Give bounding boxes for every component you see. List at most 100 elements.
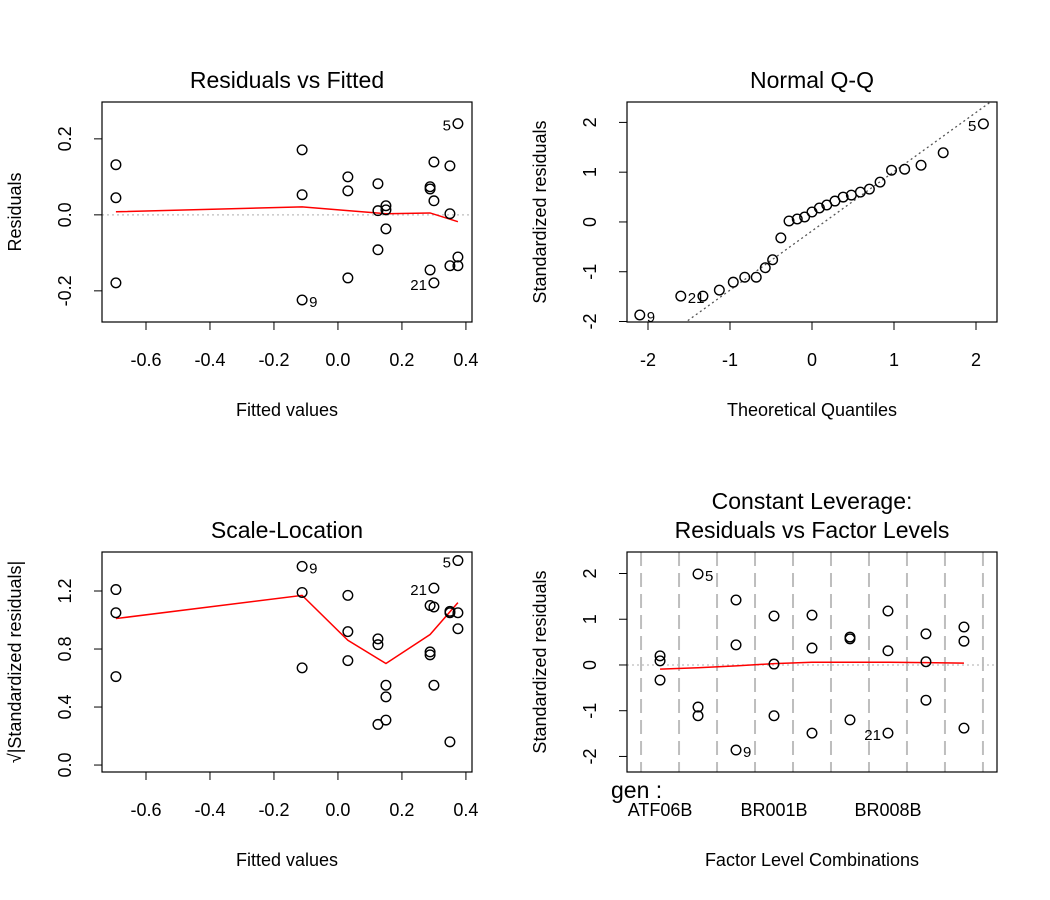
point — [768, 710, 780, 722]
point — [767, 254, 779, 266]
plot-box — [626, 551, 998, 773]
y-tick-label: 1 — [580, 614, 600, 624]
point — [444, 208, 456, 220]
point — [342, 185, 354, 197]
point — [799, 211, 811, 223]
point — [444, 260, 456, 272]
point — [372, 639, 384, 651]
point-label: 21 — [410, 582, 427, 599]
x-axis-label: Fitted values — [236, 850, 338, 870]
point — [937, 147, 949, 159]
y-tick-label: -2 — [580, 313, 600, 329]
point — [844, 633, 856, 645]
x-tick-label: 0.2 — [389, 350, 414, 370]
x-tick-label: 2 — [971, 350, 981, 370]
point — [342, 655, 354, 667]
y-axis-label: Standardized residuals — [530, 120, 550, 303]
point — [806, 642, 818, 654]
point-label: 5 — [705, 568, 713, 585]
point — [977, 118, 989, 130]
smooth-line — [660, 661, 964, 670]
point — [424, 264, 436, 276]
point-label: 9 — [743, 744, 751, 761]
point-label: 5 — [968, 118, 976, 135]
point — [775, 232, 787, 244]
x-tick-label: -0.2 — [258, 800, 289, 820]
y-tick-label: -1 — [580, 264, 600, 280]
point-label: 21 — [688, 290, 705, 307]
point — [424, 646, 436, 658]
point — [692, 568, 704, 580]
point — [296, 586, 308, 598]
panel-title: Scale-Location — [211, 517, 363, 543]
smooth-line — [115, 206, 459, 223]
panel-title: Constant Leverage: — [712, 488, 913, 514]
point — [697, 290, 709, 302]
x-tick-label: 0.0 — [325, 350, 350, 370]
point — [958, 635, 970, 647]
panel: Residuals vs Fitted Fitted values Residual… — [5, 67, 479, 420]
y-tick-label: 0.8 — [55, 637, 75, 662]
point — [882, 727, 894, 739]
point — [380, 714, 392, 726]
x-tick-label: 0 — [807, 350, 817, 370]
x-tick-label: ATF06B — [628, 800, 693, 820]
point — [428, 601, 440, 613]
point — [750, 271, 762, 283]
x-tick-label: 0.0 — [325, 800, 350, 820]
plot-area — [627, 552, 997, 772]
point — [380, 679, 392, 691]
point — [837, 191, 849, 203]
point — [372, 633, 384, 645]
point — [296, 662, 308, 674]
point — [428, 195, 440, 207]
smooth-line — [115, 594, 459, 665]
y-tick-label: 0.0 — [55, 753, 75, 778]
point — [342, 626, 354, 638]
point — [813, 202, 825, 214]
plot-box — [626, 101, 998, 323]
y-tick-label: 1.2 — [55, 578, 75, 603]
point — [372, 244, 384, 256]
point — [920, 628, 932, 640]
factor-name: gen : — [611, 777, 662, 803]
panel: Normal Q-Q Theoretical Quantiles Standardi… — [530, 67, 998, 420]
point — [844, 714, 856, 726]
point — [886, 164, 898, 176]
point — [424, 181, 436, 193]
point — [380, 223, 392, 235]
x-tick-label: -0.4 — [194, 800, 225, 820]
point — [920, 656, 932, 668]
point — [806, 609, 818, 621]
y-tick-label: 0.2 — [55, 126, 75, 151]
y-tick-label: 2 — [580, 568, 600, 578]
point — [783, 215, 795, 227]
y-tick-label: 0.4 — [55, 695, 75, 720]
panel-title: Residuals vs Factor Levels — [675, 517, 950, 543]
x-tick-label: -0.2 — [258, 350, 289, 370]
point — [739, 271, 751, 283]
y-tick-label: 2 — [580, 117, 600, 127]
point — [296, 189, 308, 201]
point — [372, 205, 384, 217]
y-tick-label: 0 — [580, 660, 600, 670]
point — [920, 694, 932, 706]
panel: Constant Leverage: Residuals vs Factor Le… — [530, 488, 998, 870]
point — [958, 621, 970, 633]
point-label: 9 — [309, 560, 317, 577]
point — [452, 623, 464, 635]
point — [730, 594, 742, 606]
point — [110, 607, 122, 619]
point-label: 21 — [410, 277, 427, 294]
point — [768, 610, 780, 622]
point — [342, 272, 354, 284]
point — [634, 309, 646, 321]
qq-line — [684, 102, 992, 322]
x-tick-label: -1 — [722, 350, 738, 370]
y-tick-label: 0 — [580, 217, 600, 227]
point — [692, 701, 704, 713]
point — [727, 276, 739, 288]
x-tick-label: -0.6 — [130, 350, 161, 370]
x-tick-label: BR001B — [740, 800, 807, 820]
point — [110, 671, 122, 683]
